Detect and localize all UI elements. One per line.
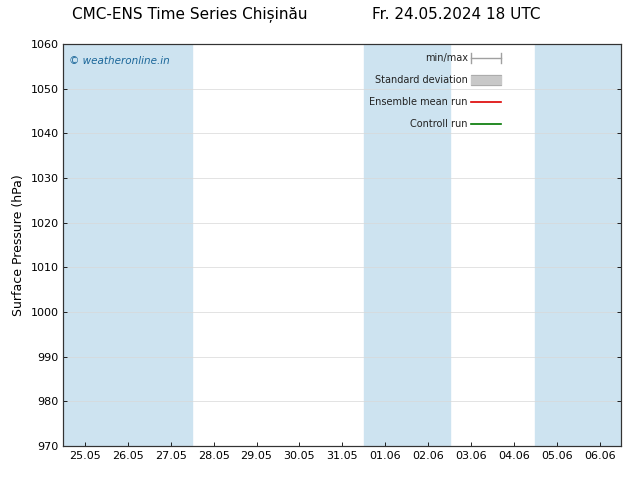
- Text: CMC-ENS Time Series Chișinău: CMC-ENS Time Series Chișinău: [72, 6, 308, 22]
- Bar: [536, 44, 621, 446]
- Text: Standard deviation: Standard deviation: [375, 75, 468, 85]
- Bar: [364, 44, 450, 446]
- Text: © weatheronline.in: © weatheronline.in: [69, 56, 170, 66]
- Bar: [63, 44, 192, 446]
- Text: Ensemble mean run: Ensemble mean run: [370, 98, 468, 107]
- Text: min/max: min/max: [425, 53, 468, 63]
- Text: Controll run: Controll run: [410, 120, 468, 129]
- Text: Fr. 24.05.2024 18 UTC: Fr. 24.05.2024 18 UTC: [372, 7, 541, 22]
- Y-axis label: Surface Pressure (hPa): Surface Pressure (hPa): [12, 174, 25, 316]
